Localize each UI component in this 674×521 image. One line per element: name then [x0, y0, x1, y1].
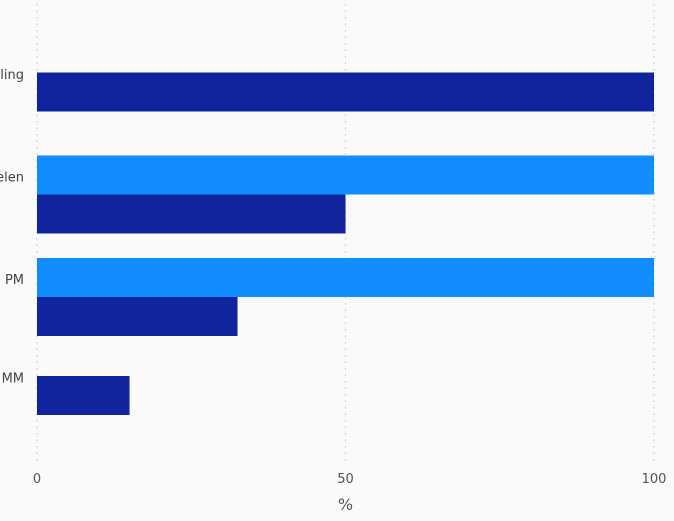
- bar-ling-series-2: [37, 72, 654, 112]
- x-tick-label: 50: [337, 472, 354, 487]
- category-label: ling: [0, 68, 24, 83]
- category-labels: ling elen PM MM: [0, 68, 24, 387]
- x-tick-labels: 0 50 100: [33, 472, 667, 487]
- category-label: elen: [0, 171, 24, 186]
- category-label: PM: [5, 273, 24, 288]
- x-tick-label: 100: [642, 472, 667, 487]
- bar-PM-series-2: [37, 297, 238, 336]
- category-label: MM: [2, 372, 24, 387]
- bars: [37, 72, 654, 415]
- bar-MM-series-2: [37, 376, 130, 415]
- x-tick-label: 0: [33, 472, 41, 487]
- bar-elen-series-2: [37, 194, 346, 234]
- bar-elen-series-1: [37, 155, 654, 195]
- bar-PM-series-1: [37, 258, 654, 297]
- x-axis-title: %: [338, 495, 353, 514]
